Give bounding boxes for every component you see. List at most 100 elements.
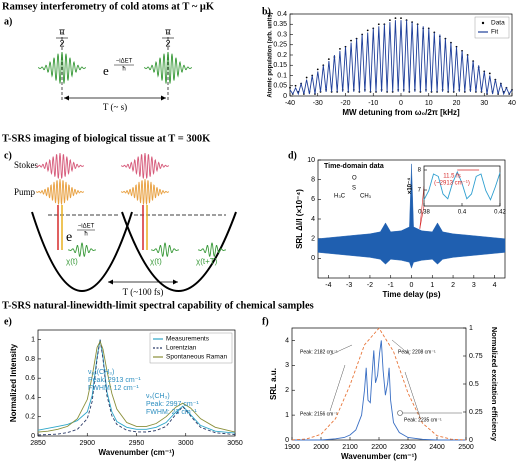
x-tick-label: 2500 <box>458 444 474 451</box>
phase-denominator: ħ <box>122 67 125 73</box>
panel-label: a) <box>4 16 12 27</box>
y-axis-label: SRL a.u. <box>269 368 278 400</box>
x-tick-label: 40 <box>508 100 516 107</box>
x-tick-label: 20 <box>453 100 461 107</box>
x-tick-label: -1 <box>388 282 394 289</box>
x-tick-label: 0.42 <box>494 210 506 216</box>
y-tick-label: 0.15 <box>273 62 287 69</box>
pump-label: Pump <box>14 187 36 197</box>
y-tick-label: 7 <box>418 188 422 194</box>
x-tick-label: -40 <box>285 100 295 107</box>
legend-label: Lorentzian <box>166 345 197 352</box>
x-tick-label: 2900 <box>79 440 95 447</box>
x-tick-label: 2100 <box>342 444 358 451</box>
chi-label: χ(t+T) <box>196 257 218 266</box>
x-tick-label: -30 <box>313 100 323 107</box>
x-axis-label: MW detuning from ω₀/2π [kHz] <box>342 108 460 117</box>
phase-exponent: −iΔET <box>116 59 133 65</box>
diagram-c: Stokes Pump e −iΔET ħ χ(t) χ(t) χ(t+T) T… <box>14 160 237 297</box>
y2-tick-label: 0.5 <box>469 381 479 388</box>
y-tick-label: 0.6 <box>25 375 35 382</box>
y-tick-label: 3 <box>285 362 289 369</box>
y-tick-label: 0.25 <box>273 42 287 49</box>
peak-connector <box>329 344 353 356</box>
x-tick-label: 3050 <box>227 440 243 447</box>
inset-annotation: (~2913 cm⁻¹) <box>434 181 470 187</box>
phase-denominator: ħ <box>84 232 87 238</box>
y-axis-label: Atomic population (arb. units) <box>268 12 274 97</box>
pulse-denominator: 2 <box>165 38 170 48</box>
pulse-numerator: π <box>165 26 171 36</box>
wave-packet <box>36 178 84 205</box>
x-tick-label: 0 <box>399 100 403 107</box>
y-tick-label: 1 <box>31 336 35 343</box>
data-point <box>377 23 380 26</box>
y-axis-label: SRL ΔI/I (×10⁻⁴) <box>295 189 304 249</box>
y-tick-label: 0 <box>31 433 35 440</box>
y-tick-label: 1 <box>285 412 289 419</box>
annotation: Peak: 2156 cm⁻¹ <box>300 411 338 417</box>
data-point <box>327 58 330 60</box>
diagram-a: π 2 π 2 e −iΔET ħ T (~ s) <box>56 26 174 112</box>
y-tick-label: 0.2 <box>25 414 35 421</box>
annotation: S <box>352 186 356 192</box>
panel-label: b) <box>262 6 271 17</box>
y-axis-label: ×10⁻⁴ <box>408 178 414 194</box>
x-axis-label: Wavenumber (cm⁻¹) <box>99 448 175 457</box>
panel-label: c) <box>4 150 12 161</box>
data-point <box>366 29 369 32</box>
series-line <box>289 20 513 96</box>
wave-packet <box>144 51 192 84</box>
plot-frame <box>291 327 467 441</box>
peak-connector <box>404 371 421 418</box>
heading: T-SRS imaging of biological tissue at T … <box>2 133 211 144</box>
x-tick-label: 1 <box>430 282 434 289</box>
y-tick-label: 2 <box>311 236 315 243</box>
y-tick-label: 0 <box>283 93 287 100</box>
wave-packet <box>68 242 96 258</box>
series-line <box>291 327 467 441</box>
data-point <box>488 72 491 75</box>
x-axis-label: Time delay (ps) <box>382 290 440 299</box>
x-tick-label: 1900 <box>284 444 300 451</box>
y-tick-label: 0.4 <box>277 11 287 18</box>
panel-label: d) <box>288 150 297 161</box>
x-tick-label: 2850 <box>30 440 46 447</box>
y-tick-label: 4 <box>311 216 315 223</box>
data-point <box>289 86 291 89</box>
inset-line <box>423 170 501 201</box>
x-tick-label: 2200 <box>371 444 387 451</box>
y-tick-label: 0.8 <box>25 356 35 363</box>
legend-label: Fit <box>491 29 498 36</box>
chi-label: χ(t) <box>66 257 78 266</box>
phase-exponent: −iΔET <box>78 224 95 230</box>
x-tick-label: -20 <box>340 100 350 107</box>
legend-label: Data <box>491 20 505 27</box>
wave-packet <box>121 178 169 205</box>
x-tick-label: 10 <box>425 100 433 107</box>
wave-packet <box>38 51 86 84</box>
annotation: FWHM: 23 cm⁻¹ <box>146 409 197 416</box>
x-tick-label: 2 <box>451 282 455 289</box>
x-tick-label: 2000 <box>313 444 329 451</box>
x-axis-label: Wavenumber (cm⁻¹) <box>341 452 417 461</box>
y-tick-label: 8 <box>311 177 315 184</box>
data-point <box>339 47 341 50</box>
potential-well <box>31 211 133 292</box>
legend-swatch <box>481 21 485 25</box>
interval-label: T (~ s) <box>103 102 127 112</box>
phase-base: e <box>103 63 109 78</box>
y2-tick-label: 1 <box>469 325 473 332</box>
x-tick-label: 30 <box>480 100 488 107</box>
y-tick-label: 0.4 <box>25 394 35 401</box>
data-point <box>305 76 308 79</box>
annotation: O <box>352 176 357 182</box>
pulse-numerator: π <box>59 26 65 36</box>
legend-box <box>149 332 233 364</box>
y-tick-label: 0.35 <box>273 21 287 28</box>
annotation: νₐₛ(CH₃) <box>88 369 114 376</box>
x-tick-label: 3000 <box>178 440 194 447</box>
x-tick-label: -10 <box>368 100 378 107</box>
series-line <box>37 340 236 433</box>
